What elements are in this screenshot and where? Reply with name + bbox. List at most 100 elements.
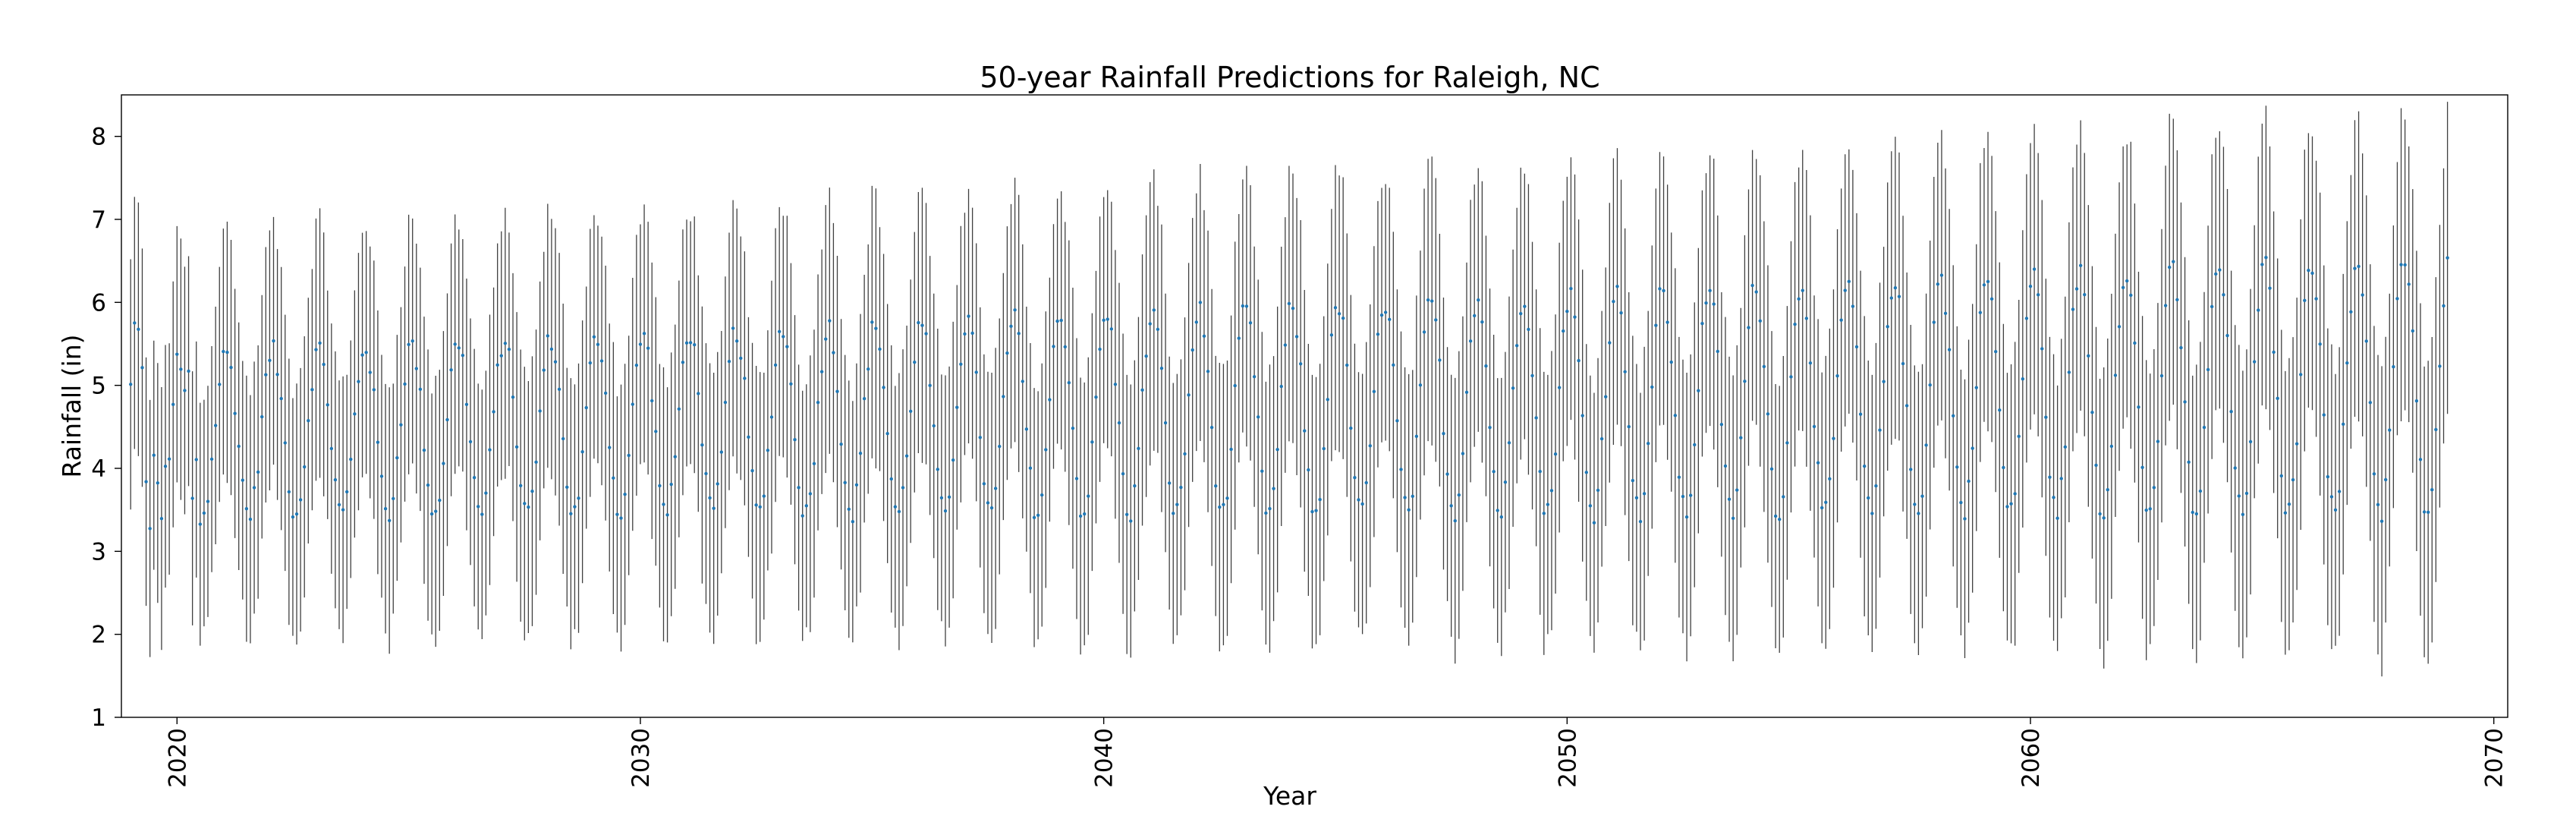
data-point [797, 486, 800, 490]
data-point [928, 383, 932, 388]
data-point [943, 509, 948, 513]
data-point [1055, 319, 1059, 323]
data-point [445, 417, 449, 422]
data-point [1697, 389, 1700, 392]
data-point [924, 332, 928, 336]
data-point [492, 410, 495, 414]
data-point [1225, 496, 1229, 500]
y-axis-label: Rainfall (in) [57, 334, 86, 477]
data-point [1631, 478, 1635, 483]
data-point [573, 505, 577, 509]
data-point [1743, 380, 1747, 383]
data-point [1403, 496, 1407, 499]
data-point [546, 334, 550, 338]
data-point [2194, 512, 2199, 516]
data-point [588, 361, 593, 365]
data-point [333, 477, 338, 482]
data-point [2002, 465, 2005, 470]
data-point [2017, 434, 2021, 439]
data-point [2005, 505, 2009, 509]
data-point [2159, 373, 2164, 378]
data-point [1534, 416, 1538, 420]
data-point [399, 423, 403, 427]
data-point [429, 512, 434, 516]
data-point [843, 480, 847, 485]
data-point [1480, 320, 1484, 324]
data-point [2337, 490, 2342, 493]
data-point [1434, 318, 1438, 322]
data-point [1032, 515, 1036, 520]
data-point [766, 449, 770, 452]
data-point [202, 511, 206, 515]
data-point [1592, 521, 1596, 525]
data-point [1202, 334, 1206, 339]
data-point [407, 342, 410, 347]
data-point [1152, 308, 1156, 312]
data-point [1426, 298, 1430, 302]
data-point [1882, 380, 1886, 383]
data-point [1488, 425, 1492, 430]
data-point [2148, 507, 2152, 511]
data-point [1140, 388, 1144, 392]
data-point [986, 501, 990, 505]
data-point [1237, 336, 1241, 340]
x-axis-ticks: 2020 2030 2040 2050 2060 2070 [164, 717, 2508, 788]
data-point [1283, 343, 1288, 347]
data-point [2376, 503, 2380, 507]
data-point [743, 376, 747, 380]
data-point [1982, 283, 1986, 287]
data-point [1943, 311, 1948, 316]
data-point [1588, 504, 1593, 508]
data-point [913, 360, 917, 364]
data-point [480, 512, 484, 516]
data-point [379, 474, 384, 478]
data-point [569, 512, 573, 515]
data-point [904, 454, 909, 458]
data-point [183, 389, 187, 392]
data-point [519, 484, 523, 487]
data-point [1608, 341, 1612, 345]
data-point [2422, 510, 2427, 514]
data-point [723, 400, 728, 405]
data-point [2310, 271, 2314, 276]
data-point [1349, 426, 1353, 430]
data-point [561, 436, 565, 441]
data-point [727, 359, 731, 364]
data-point [1974, 386, 1978, 389]
data-point [739, 356, 743, 361]
data-point [808, 492, 813, 496]
data-point [1700, 321, 1704, 326]
data-point [1303, 429, 1307, 433]
data-point [867, 367, 870, 371]
data-point [989, 506, 994, 510]
data-point [264, 373, 268, 376]
data-point [1322, 446, 1326, 451]
data-point [1148, 322, 1152, 326]
data-point [1719, 423, 1724, 427]
data-point [1924, 443, 1928, 447]
y-tick-label: 1 [91, 704, 106, 732]
data-point [2137, 405, 2140, 409]
data-point [908, 409, 913, 413]
data-point [1785, 441, 1789, 445]
x-tick-label: 2070 [2481, 728, 2508, 788]
data-point [1071, 426, 1075, 430]
data-point [553, 360, 558, 364]
data-point [1581, 414, 1584, 417]
data-point [1005, 351, 1009, 355]
data-point [2353, 266, 2357, 270]
data-point [218, 383, 222, 386]
data-point [1646, 441, 1650, 446]
data-point [1986, 279, 1990, 284]
data-point [1442, 431, 1445, 436]
data-point [376, 440, 380, 444]
data-point [1461, 452, 1465, 455]
data-point [1835, 373, 1839, 378]
data-point [631, 402, 634, 406]
data-point [1024, 427, 1029, 431]
data-point [1897, 295, 1901, 298]
data-point [1044, 448, 1048, 452]
data-point [527, 505, 530, 509]
data-point [1272, 487, 1275, 490]
data-point [2036, 293, 2040, 297]
